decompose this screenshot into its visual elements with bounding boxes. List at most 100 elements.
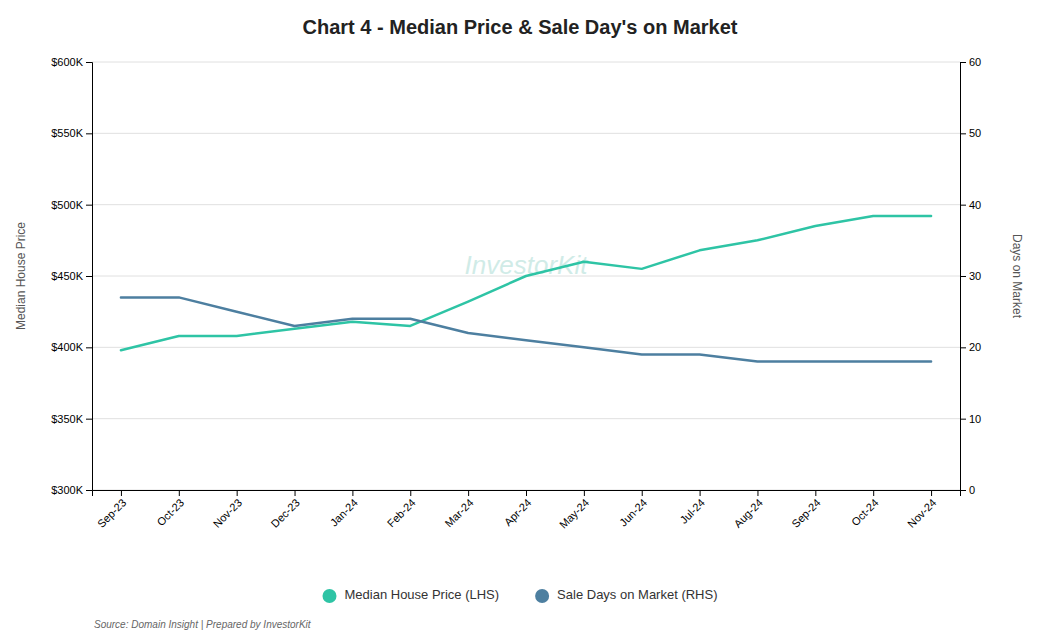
y2-tick-label: 0 (969, 484, 975, 496)
x-axis: Sep-23 Oct-23 Nov-23 Dec-23 Jan-24 Feb-24 Mar-… (93, 490, 961, 531)
x-tick: Nov-24 (905, 490, 939, 530)
y2-tick: 20 (960, 341, 981, 353)
x-tick-label: Oct-24 (849, 496, 881, 528)
x-tick: Dec-23 (268, 490, 302, 530)
y2-tick: 50 (960, 127, 981, 139)
y-axis-title: Median House Price (14, 222, 28, 330)
x-tick-label: Jun-24 (617, 496, 649, 528)
y-tick-mark (86, 133, 92, 134)
y2-axis: 0 10 20 30 40 50 60 (960, 56, 981, 496)
y-tick-mark (86, 276, 92, 277)
x-tick-mark (931, 490, 932, 496)
x-tick-mark (179, 490, 180, 496)
y2-tick-label: 10 (969, 413, 981, 425)
x-tick: May-24 (557, 490, 591, 531)
x-tick: Sep-24 (789, 490, 823, 530)
title: Chart 4 - Median Price & Sale Day's on M… (303, 16, 738, 38)
x-tick-label: Aug-24 (731, 496, 765, 530)
legend-label: Median House Price (LHS) (344, 587, 499, 602)
x-tick: Aug-24 (731, 490, 765, 530)
y2-axis-title: Days on Market (1010, 234, 1024, 319)
x-tick: Mar-24 (443, 490, 476, 529)
y-tick: $350K (51, 413, 92, 425)
y2-tick-mark (960, 276, 966, 277)
x-tick-label: Apr-24 (502, 496, 534, 528)
x-tick-mark (352, 490, 353, 496)
x-tick: Jan-24 (328, 490, 360, 529)
y-axis-line (86, 63, 93, 491)
x-tick: Oct-24 (849, 490, 881, 528)
x-tick-mark (815, 490, 816, 496)
x-tick-label: Nov-23 (211, 496, 245, 530)
y2-axis-line (961, 63, 967, 491)
y-tick-mark (86, 419, 92, 420)
y-tick-label: $500K (51, 199, 83, 211)
legend-item: Sale Days on Market (RHS) (535, 587, 717, 603)
x-tick-mark (526, 490, 527, 496)
grid-line (92, 62, 960, 63)
y-tick-label: $550K (51, 127, 83, 139)
y-tick-label: $300K (51, 484, 83, 496)
y-axis: $300K $350K $400K $450K $500K $550K $600K (51, 56, 92, 496)
grid-line (92, 204, 960, 205)
y2-tick-mark (960, 419, 966, 420)
x-tick-mark (410, 490, 411, 496)
x-tick-label: Jul-24 (677, 496, 707, 526)
y-tick-mark (86, 62, 92, 63)
legend: Median House Price (LHS) Sale Days on Mar… (322, 587, 717, 603)
x-tick-label: Dec-23 (268, 496, 302, 530)
grid-line (92, 347, 960, 348)
x-tick-mark (121, 490, 122, 496)
x-tick-mark (295, 490, 296, 496)
x-tick-mark (700, 490, 701, 496)
x-tick-label: Oct-23 (154, 496, 186, 528)
line-series (121, 297, 931, 361)
y-tick: $500K (51, 199, 92, 211)
y2-tick-label: 60 (969, 56, 981, 68)
x-tick: Jun-24 (617, 490, 649, 529)
y2-tick-mark (960, 62, 966, 63)
y-tick-mark (86, 205, 92, 206)
x-tick-mark (873, 490, 874, 496)
y2-tick: 30 (960, 270, 981, 282)
x-tick-mark (584, 490, 585, 496)
source-note: Source: Domain Insight | Prepared by Inv… (94, 619, 312, 630)
series-group (121, 216, 931, 362)
x-tick-mark (642, 490, 643, 496)
legend-label: Sale Days on Market (RHS) (557, 587, 717, 602)
y2-tick-label: 40 (969, 199, 981, 211)
y-tick: $400K (51, 341, 92, 353)
y2-tick-mark (960, 205, 966, 206)
y2-tick: 10 (960, 413, 981, 425)
y-tick-label: $400K (51, 341, 83, 353)
x-tick-mark (468, 490, 469, 496)
x-tick-label: Sep-24 (789, 496, 823, 530)
legend-item: Median House Price (LHS) (322, 587, 499, 603)
x-tick: Jul-24 (677, 490, 707, 526)
x-tick-label: May-24 (557, 496, 591, 530)
y2-tick-label: 20 (969, 341, 981, 353)
y-tick: $300K (51, 484, 92, 496)
x-tick: Oct-23 (154, 490, 186, 528)
y-tick-label: $350K (51, 413, 83, 425)
y-tick: $450K (51, 270, 92, 282)
y2-tick: 40 (960, 199, 981, 211)
y2-tick: 60 (960, 56, 981, 68)
y2-tick-mark (960, 490, 966, 491)
x-tick-mark (757, 490, 758, 496)
y2-tick: 0 (960, 484, 975, 496)
x-tick-mark (237, 490, 238, 496)
x-tick: Feb-24 (385, 490, 418, 529)
plot-area: InvestorKitSep-23Oct-23Nov-23Dec-23Jan-2… (51, 56, 981, 531)
y2-tick-label: 30 (969, 270, 981, 282)
x-axis-line (93, 491, 961, 497)
grid (92, 62, 960, 490)
x-tick-label: Mar-24 (443, 496, 476, 529)
x-tick: Sep-23 (95, 490, 129, 530)
y-tick-label: $450K (51, 270, 83, 282)
y-tick: $600K (51, 56, 92, 68)
x-tick: Nov-23 (211, 490, 245, 530)
grid-line (92, 133, 960, 134)
legend-swatch (322, 589, 336, 603)
x-tick-label: Sep-23 (95, 496, 129, 530)
